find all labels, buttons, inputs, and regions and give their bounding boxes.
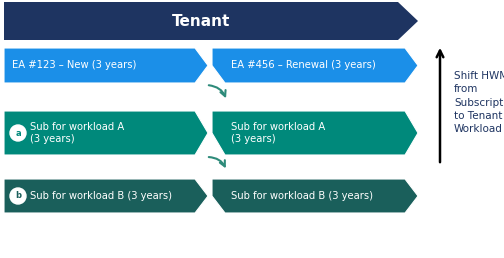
Text: Sub for workload B (3 years): Sub for workload B (3 years) xyxy=(30,191,172,201)
Polygon shape xyxy=(4,179,208,213)
Text: Sub for workload A
(3 years): Sub for workload A (3 years) xyxy=(231,122,325,144)
Polygon shape xyxy=(212,111,418,155)
Polygon shape xyxy=(212,48,418,83)
Text: Sub for workload B (3 years): Sub for workload B (3 years) xyxy=(231,191,373,201)
Text: Shift HWM
from
Subscription
to Tenant and
Workload: Shift HWM from Subscription to Tenant an… xyxy=(454,71,504,134)
Text: EA #456 – Renewal (3 years): EA #456 – Renewal (3 years) xyxy=(231,60,376,70)
Text: EA #123 – New (3 years): EA #123 – New (3 years) xyxy=(12,60,137,70)
Text: Sub for workload A
(3 years): Sub for workload A (3 years) xyxy=(30,122,124,144)
Polygon shape xyxy=(4,2,418,40)
Polygon shape xyxy=(212,179,418,213)
Circle shape xyxy=(10,125,26,141)
Text: Tenant: Tenant xyxy=(172,13,230,28)
Polygon shape xyxy=(4,111,208,155)
Text: a: a xyxy=(15,128,21,138)
Polygon shape xyxy=(4,48,208,83)
Text: b: b xyxy=(15,191,21,200)
Circle shape xyxy=(10,188,26,204)
